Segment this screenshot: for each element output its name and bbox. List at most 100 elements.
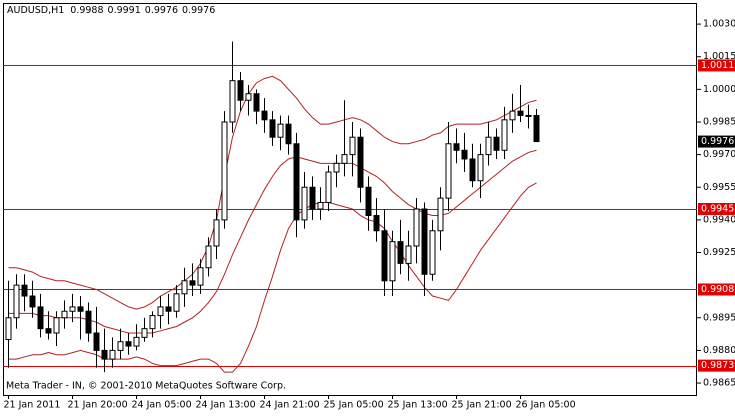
header-low: 0.9976: [145, 5, 178, 16]
candle-body: [101, 349, 108, 360]
x-tick-label: 25 Jan 13:00: [388, 400, 448, 411]
x-tick-label: 25 Jan 05:00: [324, 400, 384, 411]
candle-body: [61, 310, 68, 319]
candle-body: [285, 123, 292, 145]
candle-body: [173, 293, 180, 312]
candle-body: [341, 154, 348, 164]
y-tick-label: 1.0015: [703, 51, 735, 62]
candle-body: [333, 162, 340, 173]
candle-body: [109, 349, 116, 360]
y-tick-label: 0.9985: [703, 116, 735, 127]
candle-body: [197, 267, 204, 286]
header-close: 0.9976: [182, 5, 215, 16]
candle-body: [389, 241, 396, 282]
candle-body: [405, 245, 412, 264]
candle-body: [261, 110, 268, 121]
x-tick-label: 25 Jan 21:00: [452, 400, 512, 411]
candle-body: [237, 80, 244, 101]
header-open: 0.9988: [70, 5, 103, 16]
level-label: 0.9908: [701, 284, 734, 295]
candle-body: [117, 341, 124, 351]
y-tick-label: 0.9955: [703, 182, 735, 193]
candle-body: [221, 121, 228, 221]
plot-frame: [3, 3, 697, 396]
y-tick-label: 0.9880: [703, 345, 735, 356]
candle-body: [21, 284, 28, 297]
candle-body: [453, 143, 460, 151]
candle-body: [29, 295, 36, 308]
candle-body: [413, 208, 420, 247]
candle-body: [397, 241, 404, 264]
candle-body: [253, 93, 260, 112]
watermark: Meta Trader - IN, © 2001-2010 MetaQuotes…: [6, 381, 286, 392]
level-label: 0.9873: [701, 360, 734, 371]
y-tick-label: 0.9895: [703, 312, 735, 323]
candle-body: [93, 332, 100, 351]
candle-body: [485, 136, 492, 156]
candle-body: [181, 280, 188, 295]
candle-body: [205, 245, 212, 269]
candle-body: [53, 317, 60, 334]
candle-body: [469, 158, 476, 182]
candle-body: [317, 201, 324, 210]
y-tick-label: 1.0000: [703, 84, 735, 95]
y-tick-label: 0.9925: [703, 247, 735, 258]
x-tick-label: 21 Jan 2011: [4, 400, 61, 411]
level-label-box: [698, 359, 735, 372]
candle-body: [357, 136, 364, 188]
candle-body: [269, 119, 276, 138]
candle-body: [461, 149, 468, 160]
candle-body: [277, 123, 284, 138]
candle-body: [421, 208, 428, 275]
x-tick-label: 24 Jan 21:00: [260, 400, 320, 411]
candle-body: [325, 171, 332, 203]
candle-body: [309, 186, 316, 210]
y-tick-label: 0.9970: [703, 149, 735, 160]
candle-body: [445, 143, 452, 199]
candle-body: [437, 197, 444, 232]
candle-body: [429, 230, 436, 275]
candle-body: [77, 306, 84, 312]
candle-body: [365, 186, 372, 217]
candle-body: [533, 114, 540, 143]
candle-body: [45, 328, 52, 334]
candle-body: [5, 317, 12, 341]
level-label: 0.9945: [701, 204, 734, 215]
candle-body: [373, 215, 380, 232]
candle-body: [189, 280, 196, 286]
x-tick-label: 24 Jan 13:00: [196, 400, 256, 411]
candle-body: [141, 328, 148, 338]
symbol: AUDUSD,H1: [7, 5, 64, 16]
candle-body: [213, 219, 220, 247]
candle-body: [157, 306, 164, 317]
candle-body: [525, 114, 532, 117]
y-tick-label: 0.9865: [703, 378, 735, 389]
candle-body: [133, 336, 140, 347]
candle-body: [493, 136, 500, 151]
candle-body: [509, 110, 516, 121]
x-tick-label: 26 Jan 05:00: [516, 400, 576, 411]
candle-body: [381, 230, 388, 282]
x-tick-label: 24 Jan 05:00: [132, 400, 192, 411]
candle-body: [37, 306, 44, 330]
level-label-box: [698, 59, 735, 72]
candle-body: [13, 284, 20, 319]
level-label-box: [698, 283, 735, 296]
candle-body: [349, 136, 356, 156]
candle-body: [245, 93, 252, 101]
current-price-box: [698, 135, 735, 148]
candle-body: [501, 119, 508, 151]
level-label-box: [698, 203, 735, 216]
y-tick-label: 0.9940: [703, 214, 735, 225]
candle-body: [69, 306, 76, 312]
chart-header: AUDUSD,H1 0.9988 0.9991 0.9976 0.9976: [7, 5, 215, 16]
candle-body: [477, 154, 484, 182]
candle-body: [149, 315, 156, 330]
candle-body: [165, 306, 172, 312]
x-tick-label: 21 Jan 20:00: [68, 400, 128, 411]
current-price-label: 0.9976: [701, 136, 734, 147]
level-label: 1.0011: [701, 60, 734, 71]
candle-body: [301, 186, 308, 221]
